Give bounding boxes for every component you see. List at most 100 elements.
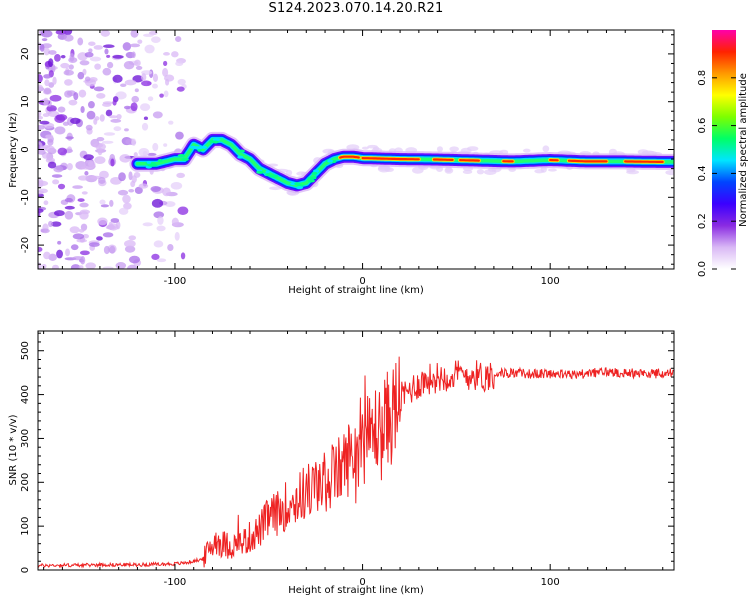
spectrogram-noise-blob xyxy=(102,232,114,238)
spectrogram-y-tick-label: 10 xyxy=(20,95,31,108)
spectrogram-noise-blob xyxy=(152,73,159,82)
spectrogram-noise-blob xyxy=(48,50,57,55)
spectrogram-noise xyxy=(38,30,674,269)
snr-frame xyxy=(37,330,675,571)
colorbar-tick-label: 0.8 xyxy=(697,70,708,86)
spectrogram-noise-blob xyxy=(110,158,115,167)
spectrogram-noise-blob xyxy=(78,228,85,233)
spectrogram-noise-blob xyxy=(167,243,174,252)
spectrogram-noise-blob xyxy=(84,52,94,58)
spectrogram-noise-blob xyxy=(171,217,179,227)
spectrogram-ridge-speckle xyxy=(296,186,304,190)
spectrogram-noise-blob xyxy=(138,183,149,189)
spectrogram-noise-blob xyxy=(449,146,459,152)
spectrogram-noise-blob xyxy=(116,113,122,120)
spectrogram-noise-blob xyxy=(156,258,167,263)
spectrogram-noise-blob xyxy=(97,217,108,226)
spectrogram-noise-blob xyxy=(163,52,170,56)
spectrogram-noise-blob xyxy=(128,171,133,181)
spectrogram-ridge-speckle xyxy=(212,138,221,142)
spectrogram-ridge-speckle xyxy=(294,182,301,186)
spectrogram-noise-blob xyxy=(49,94,62,102)
spectrogram-noise-blob xyxy=(123,202,132,210)
spectrogram-noise-blob xyxy=(137,39,143,44)
spectrogram-noise-blob xyxy=(122,194,131,204)
spectrogram-noise-blob xyxy=(85,124,93,131)
spectrogram-ridge-speckle xyxy=(147,163,156,167)
spectrogram-ridge-speckle xyxy=(307,179,315,183)
spectrogram-noise-blob xyxy=(139,103,151,111)
spectrogram-noise-blob xyxy=(83,154,94,161)
spectrogram-noise-blob xyxy=(88,101,95,109)
spectrogram-ridge-peak xyxy=(567,159,608,163)
spectrogram-noise-blob xyxy=(109,245,116,254)
spectrogram-noise-blob xyxy=(43,200,49,206)
spectrogram-noise-blob xyxy=(130,102,138,112)
spectrogram-ridge-speckle xyxy=(256,170,264,174)
spectrogram-noise-blob xyxy=(50,221,62,227)
spectrogram-noise-blob xyxy=(103,245,110,255)
spectrogram-x-tick-label: -100 xyxy=(164,276,187,287)
spectrogram-noise-blob xyxy=(96,236,103,241)
spectrogram-noise-blob xyxy=(84,76,91,82)
snr-x-tick-label: -100 xyxy=(164,577,187,588)
spectrogram-noise-blob xyxy=(157,216,164,225)
spectrogram-noise-blob xyxy=(163,90,169,98)
spectrogram-noise-blob xyxy=(168,120,174,125)
spectrogram-noise-blob xyxy=(131,138,137,146)
spectrogram-noise-blob xyxy=(131,51,136,59)
spectrogram-x-axis-label: Height of straight line (km) xyxy=(288,285,424,296)
spectrogram-noise-blob xyxy=(444,167,454,174)
spectrogram-noise-blob xyxy=(43,74,52,79)
snr-y-tick-label: 500 xyxy=(20,341,31,360)
spectrogram-noise-blob xyxy=(63,69,74,76)
spectrogram-noise-blob xyxy=(93,86,105,92)
spectrogram-noise-blob xyxy=(142,222,153,227)
spectrogram-noise-blob xyxy=(38,84,43,90)
spectrogram-noise-blob xyxy=(68,99,78,106)
spectrogram-noise-blob xyxy=(124,245,136,253)
spectrogram-noise-blob xyxy=(65,248,70,257)
spectrogram-noise-blob xyxy=(38,110,42,117)
spectrogram-ridge-speckle xyxy=(158,158,163,162)
spectrogram-noise-blob xyxy=(131,95,140,103)
spectrogram-noise-blob xyxy=(80,256,86,265)
spectrogram-noise-blob xyxy=(48,58,54,68)
spectrogram-noise-blob xyxy=(269,186,282,191)
spectrogram-noise-blob xyxy=(72,233,85,240)
spectrogram-noise-blob xyxy=(665,169,674,176)
spectrogram-noise-blob xyxy=(113,126,122,132)
spectrogram-noise-blob xyxy=(102,266,114,269)
spectrogram-noise-blob xyxy=(134,59,141,67)
spectrogram-noise-blob xyxy=(38,74,43,83)
colorbar-tick-label: 0.0 xyxy=(697,261,708,277)
spectrogram-ridge-speckle xyxy=(237,149,246,153)
spectrogram-ridge-peak xyxy=(624,160,664,163)
spectrogram-noise-blob xyxy=(174,231,180,241)
spectrogram-noise-blob xyxy=(57,183,66,190)
spectrogram-noise-blob xyxy=(112,54,124,59)
spectrogram-noise-blob xyxy=(175,36,182,42)
spectrogram-noise-blob xyxy=(65,136,74,140)
spectrogram-y-tick-label: -20 xyxy=(20,237,31,253)
spectrogram-noise-blob xyxy=(42,97,49,106)
spectrogram-noise-blob xyxy=(70,264,81,269)
snr-series-line xyxy=(38,356,674,569)
spectrogram-noise-blob xyxy=(93,118,98,125)
spectrogram-noise-blob xyxy=(64,210,74,220)
spectrogram-noise-blob xyxy=(128,255,141,264)
spectrogram-noise-blob xyxy=(361,146,369,150)
spectrogram-noise-blob xyxy=(62,121,69,126)
spectrogram-noise-blob xyxy=(177,78,186,85)
spectrogram-y-tick-label: -10 xyxy=(20,189,31,205)
spectrogram-noise-blob xyxy=(85,262,96,269)
spectrogram-noise-blob xyxy=(79,60,90,66)
spectrogram-noise-blob xyxy=(124,240,136,248)
spectrogram-noise-blob xyxy=(99,170,109,179)
spectrogram-noise-blob xyxy=(142,150,148,157)
spectrogram-noise-blob xyxy=(129,43,141,48)
spectrogram-noise-blob xyxy=(170,181,183,190)
spectrogram-noise-blob xyxy=(64,197,73,203)
spectrogram-noise-blob xyxy=(112,74,123,83)
spectrogram-noise-blob xyxy=(112,99,117,106)
